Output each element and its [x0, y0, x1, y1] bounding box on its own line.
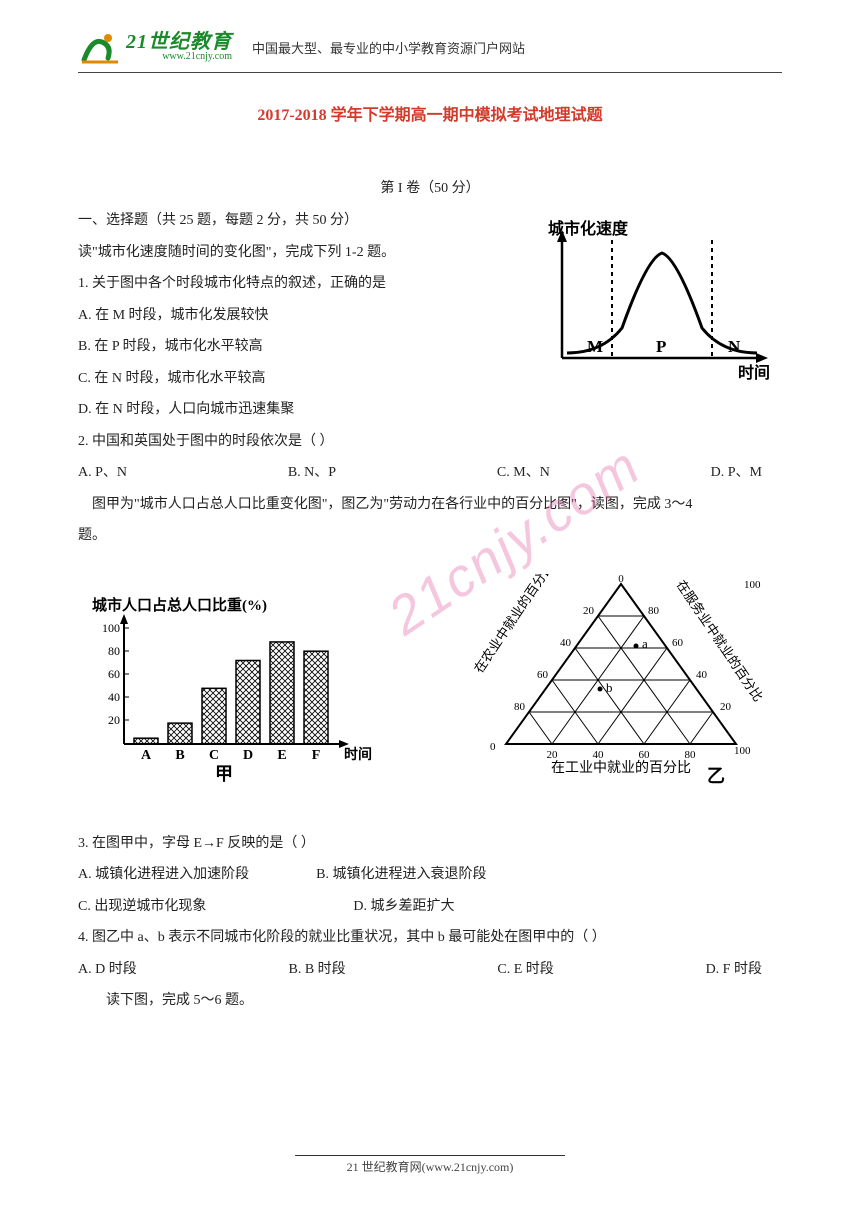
- svg-text:20: 20: [547, 749, 559, 761]
- svg-text:A: A: [141, 748, 152, 763]
- svg-text:80: 80: [108, 644, 120, 658]
- svg-text:E: E: [277, 748, 286, 763]
- bar-title: 城市人口占总人口比重(%): [92, 596, 267, 614]
- runner-icon: [78, 28, 122, 66]
- svg-text:40: 40: [593, 749, 605, 761]
- svg-text:40: 40: [560, 637, 572, 649]
- ternary-right-axis: 在服务业中就业的百分比: [674, 577, 766, 704]
- svg-text:80: 80: [648, 605, 660, 617]
- svg-text:b: b: [606, 680, 613, 695]
- bridge-5-6: 读下图，完成 5～6 题。: [78, 985, 782, 1017]
- site-logo: 21世纪教育 www.21cnjy.com: [78, 28, 232, 66]
- svg-text:D: D: [243, 748, 253, 763]
- exam-title: 2017-2018 学年下学期高一期中模拟考试地理试题: [78, 101, 782, 125]
- q3-stem: 3. 在图甲中，字母 E→F 反映的是（ ）: [78, 828, 782, 860]
- footer: 21 世纪教育网(www.21cnjy.com): [0, 1155, 860, 1176]
- q4-stem: 4. 图乙中 a、b 表示不同城市化阶段的就业比重状况，其中 b 最可能处在图甲…: [78, 922, 782, 954]
- svg-text:B: B: [175, 748, 184, 763]
- svg-text:20: 20: [583, 605, 595, 617]
- header-row: 21世纪教育 www.21cnjy.com 中国最大型、最专业的中小学教育资源门…: [78, 28, 782, 66]
- svg-text:0: 0: [618, 574, 624, 585]
- bar-chart-jia: 城市人口占总人口比重(%) 100 80 60 40 20 A B C D E: [84, 594, 384, 784]
- svg-text:P: P: [656, 337, 666, 356]
- curve-xlabel: 时间: [738, 363, 770, 382]
- q4-opt-b: B. B 时段: [288, 954, 345, 986]
- figure-row: 城市人口占总人口比重(%) 100 80 60 40 20 A B C D E: [78, 574, 782, 784]
- ternary-left-axis: 在农业中就业的百分比: [471, 574, 556, 676]
- svg-text:100: 100: [744, 579, 761, 591]
- svg-text:40: 40: [108, 690, 120, 704]
- footer-text: 21 世纪教育网(www.21cnjy.com): [347, 1160, 514, 1174]
- q2-opt-c: C. M、N: [497, 457, 550, 489]
- q2-opt-d: D. P、M: [711, 457, 762, 489]
- q4-opt-c: C. E 时段: [497, 954, 553, 986]
- svg-text:100: 100: [734, 745, 751, 757]
- q3-opt-c: C. 出现逆城市化现象: [78, 899, 206, 914]
- svg-text:M: M: [587, 337, 603, 356]
- ternary-chart-yi: a b 0 100 0 100 20 40 60 80 20 40 60 80 80 60 40 20: [466, 574, 776, 784]
- svg-text:C: C: [209, 748, 219, 763]
- header-divider: [78, 72, 782, 73]
- q3-row2: C. 出现逆城市化现象 D. 城乡差距扩大: [78, 891, 782, 923]
- svg-text:60: 60: [672, 637, 684, 649]
- ternary-caption: 乙: [707, 766, 725, 784]
- svg-text:0: 0: [490, 741, 496, 753]
- q1-stem: 1. 关于图中各个时段城市化特点的叙述，正确的是: [78, 268, 386, 300]
- q3-opt-b: B. 城镇化进程进入衰退阶段: [316, 867, 486, 882]
- svg-text:N: N: [728, 337, 741, 356]
- svg-text:时间: 时间: [344, 746, 372, 763]
- header-subtitle: 中国最大型、最专业的中小学教育资源门户网站: [252, 38, 525, 57]
- curve-chart: 城市化速度 M P N 时间: [542, 218, 778, 388]
- q3-row1: A. 城镇化进程进入加速阶段 B. 城镇化进程进入衰退阶段: [78, 859, 782, 891]
- svg-text:60: 60: [537, 669, 549, 681]
- q3-opt-a: A. 城镇化进程进入加速阶段: [78, 867, 249, 882]
- q3-opt-d: D. 城乡差距扩大: [353, 899, 454, 914]
- q2-options: A. P、N B. N、P C. M、N D. P、M: [78, 457, 782, 489]
- bridge-3-4-a: 图甲为"城市人口占总人口比重变化图"，图乙为"劳动力在各行业中的百分比图"，读图…: [78, 489, 782, 521]
- svg-text:80: 80: [514, 701, 526, 713]
- bridge-3-4-b: 题。: [78, 520, 782, 552]
- q4-opt-a: A. D 时段: [78, 954, 137, 986]
- svg-text:80: 80: [685, 749, 697, 761]
- svg-text:20: 20: [108, 713, 120, 727]
- footer-divider: [295, 1155, 565, 1156]
- svg-text:40: 40: [696, 669, 708, 681]
- q4-options: A. D 时段 B. B 时段 C. E 时段 D. F 时段: [78, 954, 782, 986]
- svg-text:60: 60: [108, 667, 120, 681]
- logo-main: 21世纪教育: [126, 32, 232, 52]
- svg-text:a: a: [642, 636, 648, 651]
- logo-url: www.21cnjy.com: [126, 52, 232, 62]
- q2-opt-b: B. N、P: [288, 457, 336, 489]
- section-label: 第 I 卷（50 分）: [78, 177, 782, 197]
- svg-text:F: F: [312, 748, 321, 763]
- bar-caption: 甲: [215, 764, 233, 784]
- ternary-bottom-axis: 在工业中就业的百分比: [551, 760, 691, 776]
- q1-opt-d: D. 在 N 时段，人口向城市迅速集聚: [78, 394, 782, 426]
- q2-stem: 2. 中国和英国处于图中的时段依次是（ ）: [78, 426, 782, 458]
- q4-opt-d: D. F 时段: [706, 954, 762, 986]
- svg-text:60: 60: [639, 749, 651, 761]
- q2-opt-a: A. P、N: [78, 457, 127, 489]
- svg-text:100: 100: [102, 621, 120, 635]
- svg-text:20: 20: [720, 701, 732, 713]
